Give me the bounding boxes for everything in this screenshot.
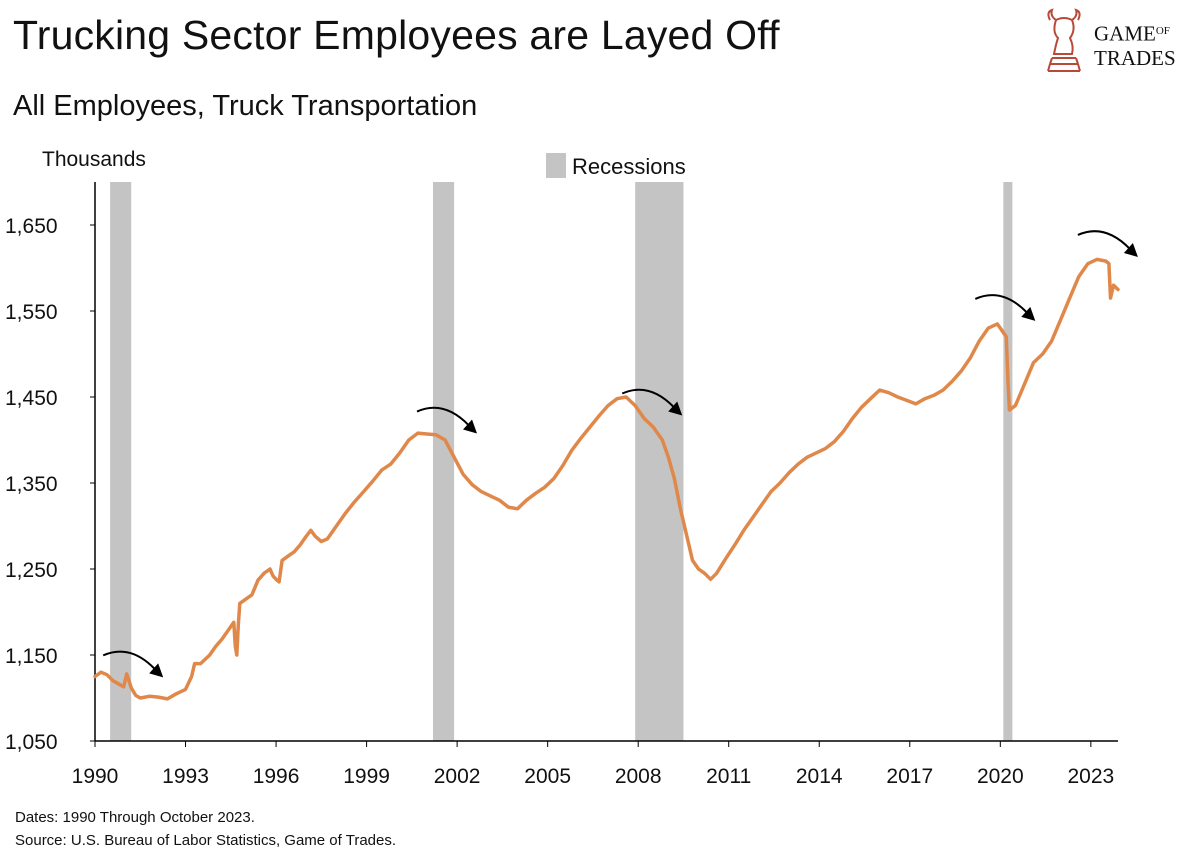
- y-tick-label: 1,350: [5, 473, 58, 496]
- logo-of: OF: [1155, 25, 1170, 37]
- y-tick-label: 1,050: [5, 731, 58, 754]
- recession-band: [432, 182, 455, 741]
- x-tick-label: 2023: [1067, 765, 1114, 788]
- recession-band: [110, 182, 132, 741]
- y-tick-label: 1,450: [5, 387, 58, 410]
- x-tick-label: 2005: [524, 765, 571, 788]
- axes: 1,050 1,150 1,250 1,350 1,450 1,550 1,650 1990 1…: [5, 182, 1118, 788]
- y-tick-label: 1,550: [5, 301, 58, 324]
- legend-label-recessions: Recessions: [572, 154, 686, 179]
- x-tick-label: 2002: [434, 765, 481, 788]
- logo-trades: TRADES: [1094, 46, 1176, 71]
- x-tick-label: 1999: [343, 765, 390, 788]
- x-tick-label: 2020: [977, 765, 1024, 788]
- bull-knight-chess-icon: [1047, 8, 1081, 72]
- logo-game: GAME: [1094, 21, 1156, 46]
- x-tick-label: 1990: [72, 765, 119, 788]
- footnote-source: Source: U.S. Bureau of Labor Statistics,…: [15, 832, 397, 849]
- downturn-arrow: [974, 294, 1036, 321]
- recession-band: [635, 182, 684, 741]
- x-tick-label: 2017: [886, 765, 933, 788]
- footnote-dates: Dates: 1990 Through October 2023.: [15, 809, 255, 826]
- downturn-arrow: [1077, 230, 1138, 257]
- x-tick-label: 2008: [615, 765, 662, 788]
- legend-swatch-recessions: [546, 153, 566, 178]
- series-layer: [93, 257, 1120, 701]
- y-tick-label: 1,250: [5, 559, 58, 582]
- y-tick-label: 1,650: [5, 215, 58, 238]
- x-tick-label: 1993: [162, 765, 209, 788]
- x-tick-label: 1996: [253, 765, 300, 788]
- y-tick-label: 1,150: [5, 645, 58, 668]
- downturn-arrow: [621, 388, 683, 416]
- logo-text: GAMEOF TRADES: [1094, 20, 1176, 69]
- chart-subtitle: All Employees, Truck Transportation: [13, 90, 478, 122]
- x-tick-label: 2014: [796, 765, 843, 788]
- annotation-arrows: [102, 230, 1138, 678]
- recession-band: [1003, 182, 1013, 741]
- downturn-arrow: [102, 650, 164, 678]
- recession-bands: [110, 182, 1013, 741]
- series-line: [93, 257, 1120, 701]
- y-axis-unit-label: Thousands: [42, 148, 146, 171]
- downturn-arrow: [416, 406, 478, 434]
- x-tick-label: 2011: [706, 765, 751, 788]
- legend: Recessions: [546, 153, 686, 179]
- chart-title: Trucking Sector Employees are Layed Off: [13, 12, 780, 58]
